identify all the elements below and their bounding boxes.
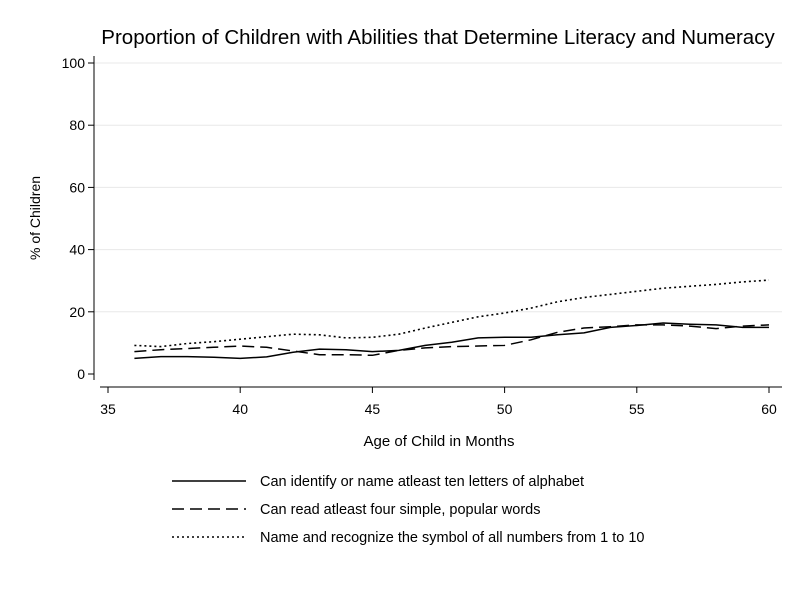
y-tick-label: 0 [77, 366, 85, 382]
data-point [504, 312, 506, 314]
y-tick-label: 80 [69, 117, 85, 133]
y-tick-label: 40 [69, 242, 85, 258]
gridlines [94, 62, 782, 313]
data-point [662, 287, 664, 289]
legend-label: Can read atleast four simple, popular wo… [260, 502, 540, 518]
axes: 0 20 40 60 80 100 35 40 45 50 55 60 [62, 55, 782, 417]
data-point [239, 345, 241, 347]
series-line-3 [134, 279, 770, 348]
data-point [266, 336, 268, 338]
data-point [292, 333, 294, 335]
x-tick-label: 60 [761, 401, 777, 417]
data-point [187, 343, 189, 345]
data-point [372, 337, 374, 339]
x-tick-label: 55 [629, 401, 645, 417]
legend: Can identify or name atleast ten letters… [172, 474, 644, 546]
x-tick-label: 45 [365, 401, 381, 417]
series-lines [134, 279, 770, 360]
data-point [345, 354, 347, 356]
data-point [187, 348, 189, 350]
series-line-2 [134, 324, 770, 357]
y-tick-label: 20 [69, 304, 85, 320]
y-tick-label: 60 [69, 179, 85, 195]
chart-title: Proportion of Children with Abilities th… [101, 26, 775, 49]
data-point [451, 346, 453, 348]
y-axis-label: % of Children [27, 176, 43, 260]
x-tick-label: 35 [100, 401, 116, 417]
y-tick-label: 100 [62, 55, 86, 71]
x-axis-label: Age of Child in Months [364, 433, 515, 450]
series-line-1 [134, 322, 769, 360]
data-point [583, 297, 585, 299]
x-tick-label: 50 [497, 401, 513, 417]
x-tick-label: 40 [232, 401, 248, 417]
data-point [742, 281, 744, 283]
legend-label: Name and recognize the symbol of all num… [260, 530, 644, 546]
legend-label: Can identify or name atleast ten letters… [260, 474, 584, 490]
